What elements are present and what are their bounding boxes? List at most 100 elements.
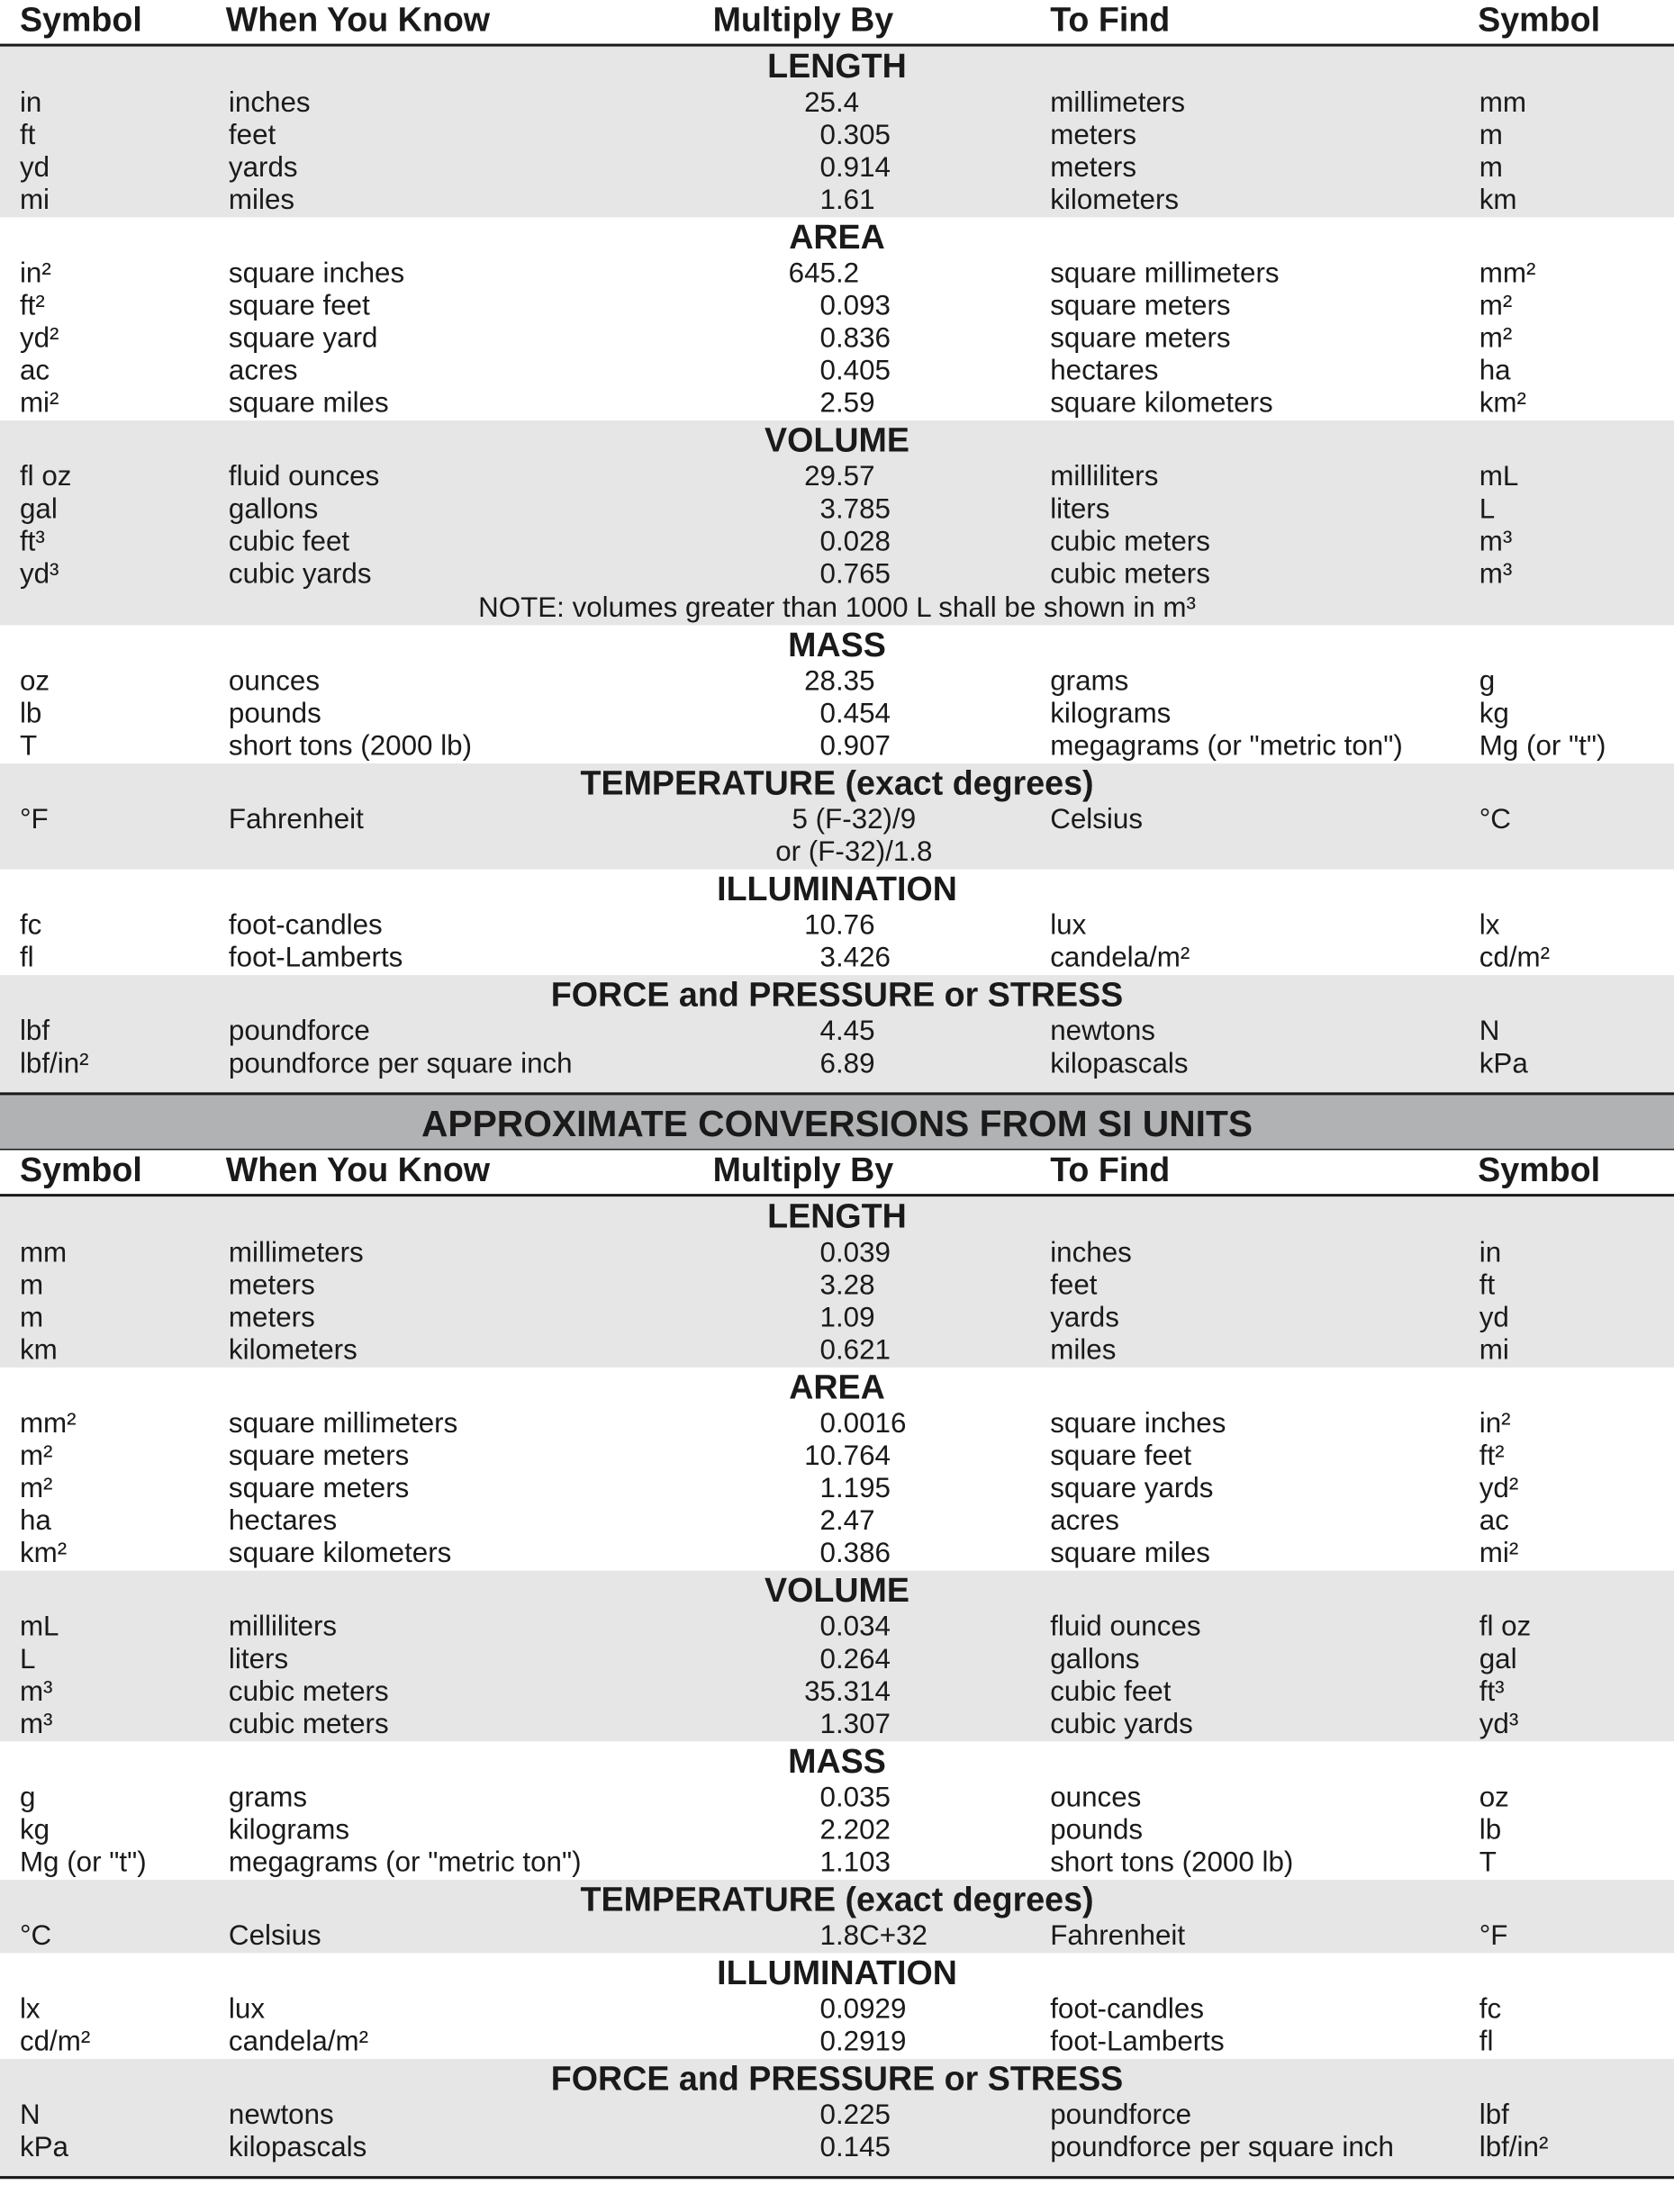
multiply-by-cell: 1.8C+32 xyxy=(819,1920,927,1952)
to-find-cell: millimeters xyxy=(1050,87,1186,119)
to-find-cell: square millimeters xyxy=(1050,257,1280,290)
when-you-know-cell: kilopascals xyxy=(228,2132,367,2163)
when-you-know-cell: megagrams (or "metric ton") xyxy=(228,1846,582,1879)
result-symbol-cell: in² xyxy=(1479,1408,1511,1440)
table-row: lbf/in² poundforce per square inch 6.89 kil… xyxy=(0,1049,1674,1081)
to-find-cell: Celsius xyxy=(1050,804,1144,835)
table-row: cd/m² candela/m² 0.2919 foot-Lamberts fl xyxy=(0,2027,1674,2059)
result-symbol-cell: m² xyxy=(1479,322,1513,355)
table-row: m³ cubic meters 35.314 cubic feet ft³ xyxy=(0,1676,1674,1709)
result-symbol-cell: mm xyxy=(1479,87,1526,119)
multiply-by-cell: 0.035 xyxy=(819,1782,891,1814)
when-you-know-cell: meters xyxy=(228,1269,315,1302)
multiply-by-cell: 0.454 xyxy=(819,698,891,730)
result-symbol-cell: ft² xyxy=(1479,1440,1505,1472)
when-you-know-cell: yards xyxy=(228,152,298,184)
when-you-know-cell: grams xyxy=(228,1782,308,1814)
header-result-symbol: Symbol xyxy=(1478,1,1601,40)
symbol-cell: m xyxy=(19,1269,44,1302)
volume-note: NOTE: volumes greater than 1000 L shall … xyxy=(478,592,1196,624)
column-header-row: Symbol When You Know Multiply By To Find Sym… xyxy=(0,0,1674,47)
result-symbol-cell: lbf/in² xyxy=(1479,2132,1549,2163)
symbol-cell: yd³ xyxy=(19,558,59,591)
table-row: °F Fahrenheit 5 (F-32)/9 Celsius °C xyxy=(0,804,1674,836)
symbol-cell: ac xyxy=(19,356,50,387)
result-symbol-cell: Mg (or "t") xyxy=(1479,730,1606,763)
result-symbol-cell: kPa xyxy=(1479,1048,1528,1080)
multiply-by-cell: 0.914 xyxy=(819,152,891,184)
symbol-cell: yd² xyxy=(19,322,59,355)
multiply-by-cell: 0.836 xyxy=(819,322,891,355)
symbol-cell: km² xyxy=(19,1538,68,1570)
multiply-by-cell: 35.314 xyxy=(804,1676,891,1708)
result-symbol-cell: cd/m² xyxy=(1479,943,1551,974)
to-find-cell: square feet xyxy=(1050,1440,1192,1472)
symbol-cell: mm² xyxy=(19,1408,77,1440)
result-symbol-cell: fc xyxy=(1479,1993,1502,2026)
table-row: °C Celsius 1.8C+32 Fahrenheit °F xyxy=(0,1920,1674,1953)
to-find-cell: cubic yards xyxy=(1050,1709,1193,1740)
result-symbol-cell: mi² xyxy=(1479,1538,1519,1570)
multiply-by-cell: 1.103 xyxy=(819,1846,891,1879)
header-to-find: To Find xyxy=(1050,1151,1171,1190)
symbol-cell: g xyxy=(19,1782,36,1814)
to-find-cell: kilopascals xyxy=(1050,1048,1189,1080)
symbol-cell: lbf/in² xyxy=(19,1048,89,1080)
section-padding xyxy=(0,1081,1674,1093)
multiply-by-cell: 0.039 xyxy=(819,1237,891,1269)
to-find-cell: yards xyxy=(1050,1302,1119,1334)
to-find-cell: candela/m² xyxy=(1050,943,1190,974)
result-symbol-cell: ha xyxy=(1479,356,1511,387)
to-find-cell: square meters xyxy=(1050,322,1231,355)
section-temperature: TEMPERATURE (exact degrees) °C Celsius 1.8C… xyxy=(0,1879,1674,1954)
result-symbol-cell: yd² xyxy=(1479,1473,1519,1504)
table-row: in² square inches 645.2 square millimeters m… xyxy=(0,258,1674,291)
when-you-know-cell: foot-candles xyxy=(228,910,383,942)
header-when-you-know: When You Know xyxy=(225,1,491,40)
symbol-cell: fc xyxy=(19,910,42,942)
table-row: ft feet 0.305 meters m xyxy=(0,120,1674,152)
symbol-cell: N xyxy=(19,2099,41,2131)
symbol-cell: m xyxy=(19,1302,44,1334)
table-row: lx lux 0.0929 foot-candles fc xyxy=(0,1994,1674,2027)
section-title: TEMPERATURE (exact degrees) xyxy=(580,1881,1094,1919)
multiply-by-cell: 645.2 xyxy=(788,257,860,290)
when-you-know-cell: acres xyxy=(228,356,298,387)
multiply-by-cell: 25.4 xyxy=(804,87,860,119)
result-symbol-cell: mL xyxy=(1479,461,1519,493)
table-row: fl foot-Lamberts 3.426 candela/m² cd/m² xyxy=(0,943,1674,975)
result-symbol-cell: fl xyxy=(1479,2026,1494,2058)
table-row: lb pounds 0.454 kilograms kg xyxy=(0,699,1674,731)
to-find-cell: foot-Lamberts xyxy=(1050,2026,1225,2058)
when-you-know-cell: poundforce xyxy=(228,1016,370,1048)
when-you-know-cell: kilograms xyxy=(228,1814,350,1846)
multiply-by-cell: 2.202 xyxy=(819,1814,891,1846)
to-find-cell: foot-candles xyxy=(1050,1993,1205,2026)
table-row: m³ cubic meters 1.307 cubic yards yd³ xyxy=(0,1709,1674,1741)
multiply-by-cell: 0.145 xyxy=(819,2132,891,2163)
table-row: m meters 3.28 feet ft xyxy=(0,1270,1674,1303)
to-find-cell: kilometers xyxy=(1050,185,1180,216)
result-symbol-cell: oz xyxy=(1479,1782,1509,1814)
when-you-know-cell: poundforce per square inch xyxy=(228,1048,573,1080)
header-result-symbol: Symbol xyxy=(1478,1151,1601,1190)
result-symbol-cell: lb xyxy=(1479,1814,1502,1846)
symbol-cell: ft xyxy=(19,120,36,151)
symbol-cell: mi xyxy=(19,185,50,216)
multiply-by-cell: 3.28 xyxy=(819,1269,875,1302)
to-si-table: Symbol When You Know Multiply By To Find Sym… xyxy=(0,0,1674,1093)
multiply-by-cell: 0.2919 xyxy=(819,2026,907,2058)
section-title: VOLUME xyxy=(765,421,909,461)
section-illumination: ILLUMINATION lx lux 0.0929 foot-candles fc cd/… xyxy=(0,1953,1674,2059)
to-find-cell: pounds xyxy=(1050,1814,1144,1846)
result-symbol-cell: ac xyxy=(1479,1505,1509,1538)
to-find-cell: milliliters xyxy=(1050,461,1159,493)
header-multiply-by: Multiply By xyxy=(712,1151,894,1190)
symbol-cell: °F xyxy=(19,804,49,835)
when-you-know-cell: cubic yards xyxy=(228,558,372,591)
when-you-know-cell: lux xyxy=(228,1993,266,2026)
multiply-by-cell: 2.59 xyxy=(819,388,875,420)
